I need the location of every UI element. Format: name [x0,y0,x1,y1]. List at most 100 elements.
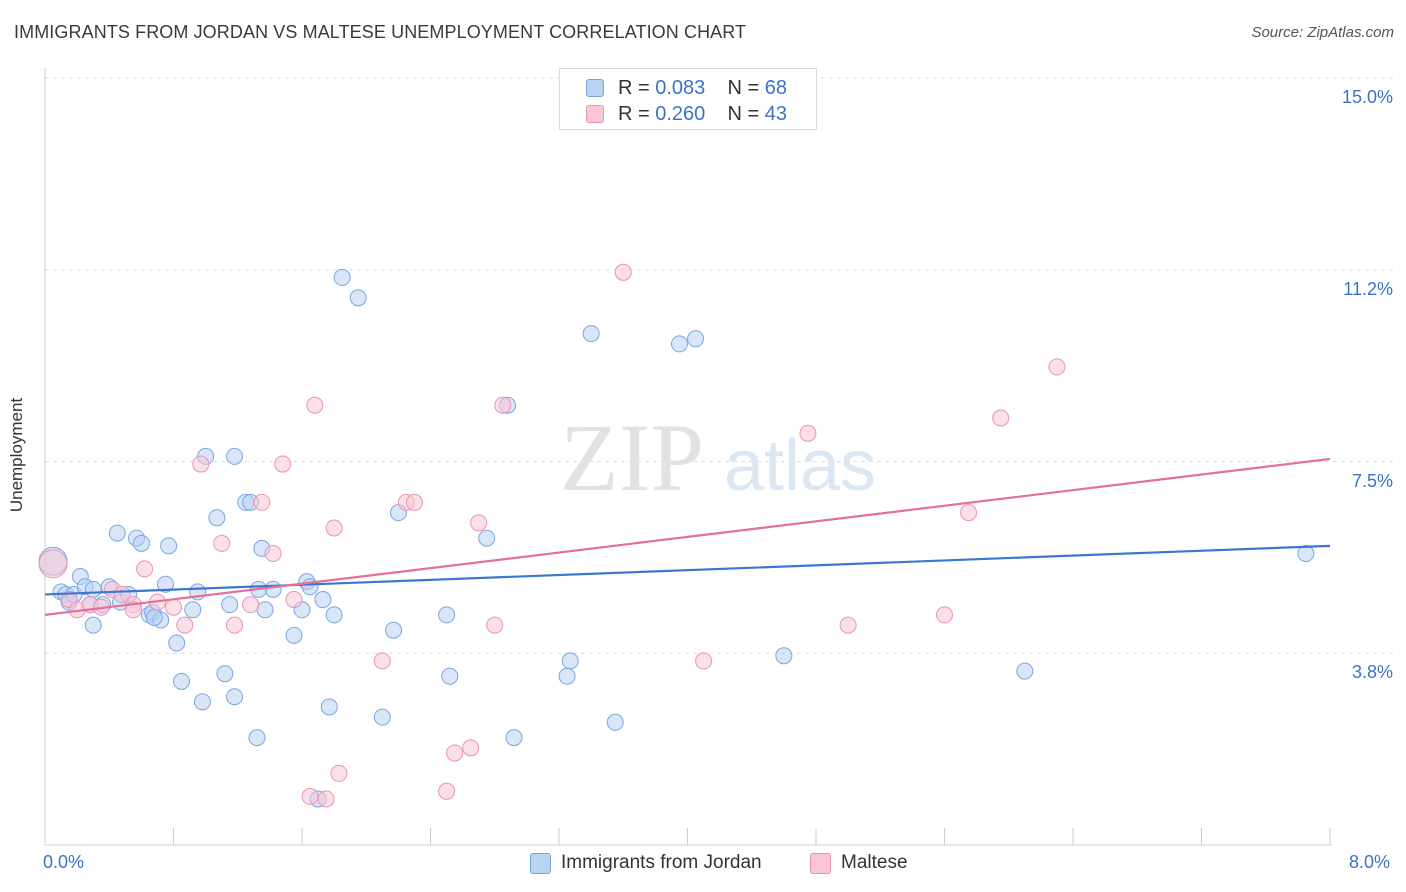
jordan-point [264,580,282,598]
maltese-point [317,790,335,808]
jordan-point [1297,545,1315,563]
bottom-legend-swatch-maltese [810,853,831,874]
maltese-point [373,652,391,670]
maltese-point [192,455,210,473]
maltese-point [992,409,1010,427]
legend: R = 0.083 N = 68 R = 0.260 N = 43 [559,68,817,130]
jordan-point [775,647,793,665]
bottom-legend-label-jordan: Immigrants from Jordan [561,852,762,873]
jordan-point [226,447,244,465]
jordan-point [193,693,211,711]
maltese-point [462,739,480,757]
y-axis-label: Unemployment [7,397,26,513]
x-tick-label-max: 8.0% [1349,852,1391,872]
legend-r-label: R = [618,77,656,99]
maltese-point [330,764,348,782]
maltese-point [486,616,504,634]
legend-r-value-maltese: 0.260 [655,103,706,125]
legend-n-label: N = [727,103,765,125]
axes [44,68,1332,846]
source-label: Source: ZipAtlas.com [1251,24,1394,41]
jordan-point [478,529,496,547]
maltese-point [614,263,632,281]
maltese-trend-line [44,457,1331,616]
jordan-point [320,698,338,716]
jordan-point [325,606,343,624]
maltese-point [136,560,154,578]
maltese-point [38,549,68,579]
jordan-point [1016,662,1034,680]
jordan-point [606,713,624,731]
maltese-point [839,616,857,634]
jordan-point [108,524,126,542]
jordan-point [256,601,274,619]
maltese-point [264,545,282,563]
watermark-zip: ZIP [560,404,704,511]
jordan-point [285,626,303,644]
maltese-point [799,424,817,442]
jordan-point [441,667,459,685]
jordan-point [582,325,600,343]
maltese-point [470,514,488,532]
jordan-point [184,601,202,619]
watermark: ZIP atlas [560,404,876,511]
jordan-point [333,268,351,286]
y-tick-label: 3.8% [1351,662,1393,683]
chart-title: IMMIGRANTS FROM JORDAN VS MALTESE UNEMPL… [14,22,747,42]
jordan-point [216,665,234,683]
jordan-point [373,708,391,726]
jordan-point [561,652,579,670]
maltese-point [253,493,271,511]
grid-lines [45,77,1395,654]
jordan-point [349,289,367,307]
maltese-point [165,598,182,616]
legend-r-label: R = [618,103,656,125]
maltese-point [242,596,260,614]
jordan-point [160,537,178,555]
jordan-point [314,591,332,609]
jordan-point [84,616,102,634]
jordan-point [173,672,191,690]
maltese-point [176,616,194,634]
maltese-point [213,534,231,552]
y-tick-label: 11.2% [1343,278,1393,299]
maltese-point [960,504,978,522]
legend-n-value-jordan: 68 [764,77,788,99]
maltese-point [124,601,142,619]
maltese-point [1048,358,1066,376]
jordan-point [505,729,523,747]
jordan-point [438,606,456,624]
y-tick-label: 15.0% [1341,87,1393,107]
jordan-point [221,596,239,614]
maltese-point [301,787,319,805]
jordan-points [38,268,1315,808]
maltese-point [274,455,292,473]
legend-n-label: N = [727,77,765,99]
watermark-atlas: atlas [724,426,876,506]
maltese-point [285,591,303,609]
jordan-point [558,667,576,685]
bottom-legend-label-maltese: Maltese [841,852,908,873]
legend-r-value-jordan: 0.083 [655,77,706,99]
x-tick-label-min: 0.0% [43,852,85,872]
maltese-point [695,652,713,670]
maltese-point [325,519,343,537]
jordan-point [385,621,403,639]
jordan-point [208,509,226,527]
legend-swatch-maltese [586,105,604,123]
jordan-point [687,330,705,348]
jordan-point [670,335,688,353]
trend-lines [44,457,1331,616]
bottom-legend-swatch-jordan [530,853,551,874]
maltese-point [306,396,324,414]
maltese-point [226,616,244,634]
jordan-point [145,608,163,626]
legend-swatch-jordan [586,79,604,97]
jordan-point [84,580,102,598]
jordan-point [226,688,244,706]
jordan-point [156,575,174,593]
maltese-point [936,606,953,624]
maltese-point [405,493,423,511]
maltese-points [38,263,1066,808]
y-tick-label: 7.5% [1351,470,1393,491]
